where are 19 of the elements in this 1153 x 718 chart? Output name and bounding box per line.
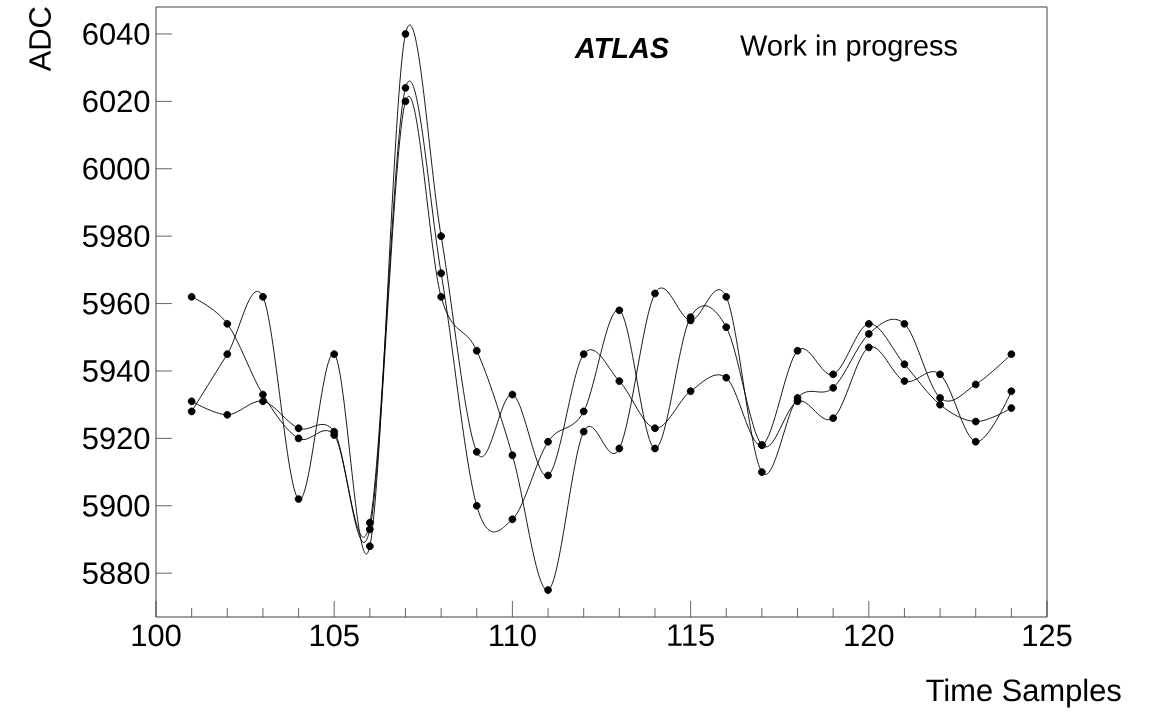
y-tick-label: 6040 — [83, 23, 150, 45]
x-tick-label: 115 — [668, 624, 714, 647]
x-tick-label: 125 — [1023, 624, 1072, 647]
y-tick-label: 5960 — [83, 292, 150, 315]
y-tick-label: 5880 — [83, 562, 150, 585]
y-tick-label: 6020 — [83, 90, 150, 113]
y-tick-label: 5920 — [83, 427, 150, 450]
x-tick-label: 120 — [845, 624, 894, 647]
y-tick-label: 6000 — [83, 157, 150, 180]
y-tick-label: 5940 — [83, 360, 150, 382]
x-tick-label: 105 — [310, 624, 359, 647]
x-tick-label: 100 — [132, 624, 181, 647]
y-tick-label: 5980 — [83, 225, 150, 248]
y-axis-title: ADC — [29, 7, 51, 72]
x-axis-title: Time Samples — [926, 678, 1121, 708]
annotation: ATLAS — [574, 37, 669, 59]
annotation: Work in progress — [740, 34, 957, 62]
y-tick-label: 5900 — [83, 494, 150, 517]
x-tick-label: 110 — [490, 624, 536, 647]
